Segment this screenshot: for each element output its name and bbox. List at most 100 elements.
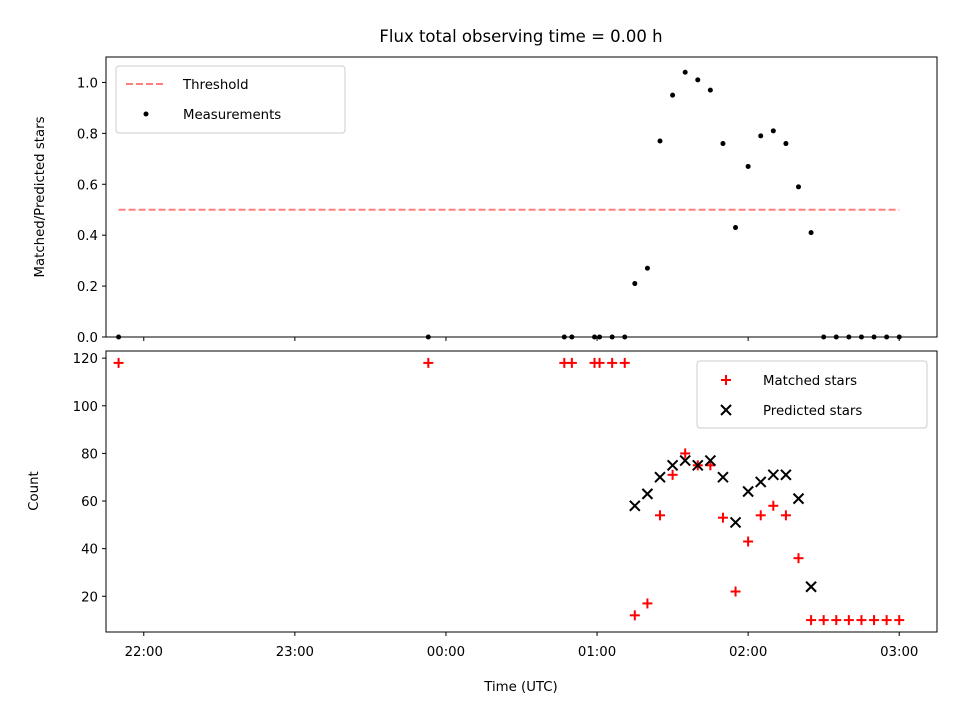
predicted-star-point: [805, 581, 817, 593]
bottom-y-tick-label: 100: [73, 400, 98, 415]
matched-legend-swatch: [721, 375, 731, 385]
predicted-star-point: [767, 469, 780, 481]
predicted-star-point: [629, 500, 641, 512]
top-y-tick-label: 1.0: [77, 76, 98, 91]
predicted-star-point: [755, 476, 767, 488]
matched-star-point: [780, 510, 791, 521]
matched-star-point: [818, 615, 829, 626]
bottom-y-axis-label: Count: [27, 471, 42, 511]
predicted-star-point: [679, 454, 691, 467]
top-legend: Threshold Measurements: [115, 65, 346, 134]
top-y-tick-label: 0.4: [77, 229, 98, 244]
matched-star-point: [607, 357, 618, 368]
top-axes: 0.0 0.2 0.4 0.6 0.8 1.0 Matched/Predicted sta…: [33, 56, 938, 346]
matched-star-point: [856, 615, 867, 626]
top-x-ticks: [143, 337, 900, 341]
matched-star-point: [423, 357, 434, 368]
matched-star-point: [717, 512, 728, 523]
predicted-star-point: [704, 454, 717, 467]
measurement-point: [670, 92, 676, 98]
bottom-x-tick-label: 00:00: [427, 645, 465, 660]
predicted-star-point: [742, 485, 754, 498]
predicted-legend-label: Predicted stars: [763, 404, 862, 419]
matched-star-point: [705, 460, 716, 471]
x-axis-label: Time (UTC): [483, 680, 558, 695]
predicted-star-point: [792, 492, 805, 505]
measurement-point: [770, 128, 776, 134]
bottom-x-tick-label: 03:00: [880, 645, 918, 660]
predicted-legend-swatch: [720, 404, 732, 416]
bottom-axes: 20 40 60 80 100 120 22:00 23:00 00:00 01:00 02:00…: [27, 350, 938, 695]
measurement-point: [707, 87, 713, 93]
predicted-star-point: [780, 469, 792, 481]
bottom-legend: Matched stars Predicted stars: [696, 360, 928, 429]
top-y-axis-label: Matched/Predicted stars: [33, 116, 48, 277]
measurement-point: [657, 138, 663, 144]
bottom-plot-frame: [105, 350, 938, 633]
matched-star-point: [619, 357, 630, 368]
bottom-x-tick-label: 02:00: [729, 645, 767, 660]
bottom-x-tick-label: 23:00: [276, 645, 314, 660]
bottom-y-tick-label: 60: [81, 495, 98, 510]
matched-star-point: [831, 615, 842, 626]
measurement-points: [116, 69, 902, 340]
measurement-point: [695, 77, 701, 83]
matched-star-point: [755, 510, 766, 521]
predicted-stars-points: [629, 454, 817, 593]
bottom-x-tick-label: 22:00: [125, 645, 163, 660]
matched-star-point: [594, 357, 605, 368]
predicted-star-point: [692, 459, 704, 472]
matched-star-point: [113, 357, 124, 368]
bottom-y-tick-label: 120: [73, 352, 98, 367]
measurement-point: [644, 265, 650, 271]
bottom-legend-box: [696, 360, 928, 429]
measurements-legend-label: Measurements: [183, 108, 281, 123]
measurement-point: [733, 225, 739, 231]
measurement-point: [783, 141, 789, 147]
measurement-point: [632, 281, 638, 287]
matched-star-point: [642, 598, 653, 609]
measurement-point: [720, 141, 726, 147]
predicted-star-point: [729, 516, 742, 529]
measurement-point: [758, 133, 764, 139]
predicted-star-point: [641, 488, 654, 500]
predicted-star-point: [666, 459, 679, 472]
measurement-point: [745, 163, 751, 169]
matched-star-point: [894, 615, 905, 626]
matched-star-point: [566, 357, 577, 368]
matched-star-point: [629, 610, 640, 621]
matched-star-point: [768, 500, 779, 511]
bottom-y-tick-label: 80: [81, 447, 98, 462]
predicted-star-point: [717, 471, 729, 483]
matched-star-point: [806, 615, 817, 626]
top-legend-box: [115, 65, 346, 134]
bottom-x-tick-label: 01:00: [578, 645, 616, 660]
measurement-point: [808, 230, 814, 236]
matched-star-point: [881, 615, 892, 626]
matched-star-point: [843, 615, 854, 626]
bottom-y-tick-label: 20: [81, 590, 98, 605]
matched-star-point: [793, 553, 804, 564]
top-chart-title: Flux total observing time = 0.00 h: [379, 27, 662, 46]
top-y-tick-label: 0.8: [77, 127, 98, 142]
matched-star-point: [869, 615, 880, 626]
matched-legend-label: Matched stars: [763, 374, 857, 389]
matched-star-point: [730, 586, 741, 597]
predicted-star-point: [654, 471, 666, 483]
matched-stars-points: [113, 357, 905, 626]
top-y-tick-label: 0.6: [77, 178, 98, 193]
top-y-tick-label: 0.2: [77, 280, 98, 295]
measurement-point: [796, 184, 801, 190]
matched-star-point: [680, 448, 691, 459]
measurement-point: [682, 69, 688, 75]
matched-star-point: [743, 536, 754, 547]
bottom-x-ticks: 22:00 23:00 00:00 01:00 02:00 03:00: [125, 632, 918, 660]
threshold-legend-label: Threshold: [182, 78, 249, 93]
top-y-ticks: 0.0 0.2 0.4 0.6 0.8 1.0: [77, 76, 106, 346]
matched-star-point: [667, 469, 678, 480]
top-y-tick-label: 0.0: [77, 331, 98, 346]
matched-star-point: [655, 510, 665, 521]
top-plot-frame: [105, 56, 938, 338]
bottom-y-ticks: 20 40 60 80 100 120: [73, 352, 106, 605]
